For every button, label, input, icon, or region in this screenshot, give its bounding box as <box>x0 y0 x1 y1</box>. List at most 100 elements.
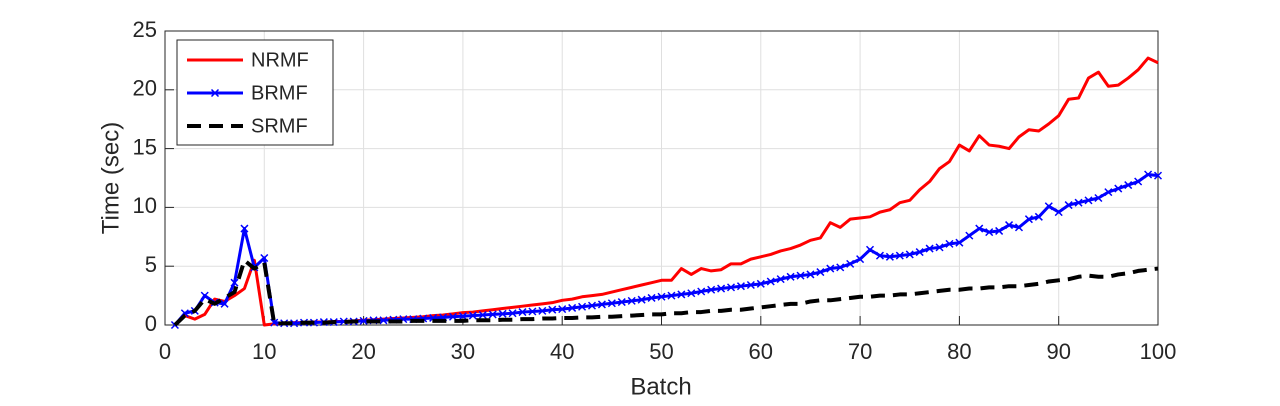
series-marker <box>766 277 775 286</box>
series-marker <box>736 282 745 291</box>
series-marker <box>905 250 914 259</box>
legend-label: NRMF <box>251 49 309 71</box>
series-marker <box>1014 223 1024 232</box>
series-marker <box>816 268 825 277</box>
series-marker <box>1144 170 1153 179</box>
series-marker <box>677 290 686 299</box>
x-tick-label: 60 <box>749 339 773 364</box>
series-marker <box>607 299 616 308</box>
series-marker <box>290 319 299 328</box>
x-axis-label: Batch <box>630 373 691 400</box>
series-marker <box>1153 171 1163 180</box>
series-marker <box>856 255 865 264</box>
series-marker <box>478 310 487 320</box>
series-marker <box>230 278 239 287</box>
series-marker <box>518 308 527 317</box>
x-tick-label: 90 <box>1046 339 1070 364</box>
series-marker <box>359 316 368 325</box>
series-marker <box>806 270 815 279</box>
y-tick-label: 5 <box>145 252 157 277</box>
series-marker <box>1104 188 1113 197</box>
series-marker <box>578 302 587 311</box>
series-marker <box>995 226 1004 235</box>
series-marker <box>875 251 884 260</box>
series-marker <box>776 275 785 284</box>
series-marker <box>955 238 964 247</box>
series-marker <box>1084 196 1093 205</box>
series-marker <box>1094 193 1103 203</box>
x-tick-label: 20 <box>351 339 375 364</box>
legend-label: SRMF <box>251 115 308 137</box>
series-marker <box>746 280 755 290</box>
series-marker <box>587 301 597 310</box>
x-tick-label: 30 <box>451 339 475 364</box>
x-tick-label: 50 <box>649 339 673 364</box>
series-marker <box>667 291 676 300</box>
series-line <box>173 258 1159 327</box>
series-marker <box>707 285 716 294</box>
series-line <box>173 172 1159 326</box>
series-marker <box>895 251 904 260</box>
series-marker <box>657 292 666 301</box>
x-tick-label: 0 <box>159 339 171 364</box>
series-marker <box>925 244 934 253</box>
series-marker <box>885 252 894 261</box>
series-marker <box>458 312 467 321</box>
series-marker <box>717 284 726 293</box>
series-marker <box>1054 208 1063 217</box>
series-marker <box>548 305 557 314</box>
series-marker <box>260 253 269 262</box>
series-marker <box>915 248 924 257</box>
y-tick-label: 25 <box>133 17 157 42</box>
series-marker <box>558 305 567 314</box>
series-marker <box>985 228 994 237</box>
y-axis-label: Time (sec) <box>97 122 124 234</box>
series-marker <box>756 279 765 288</box>
series-marker <box>965 231 974 240</box>
x-tick-label: 10 <box>252 339 276 364</box>
x-tick-label: 100 <box>1140 339 1177 364</box>
series-marker <box>379 316 388 325</box>
series-marker <box>637 295 646 304</box>
series-marker <box>975 224 984 233</box>
series-marker <box>240 224 249 233</box>
series-marker <box>1064 201 1073 210</box>
y-tick-label: 20 <box>133 76 157 101</box>
y-tick-label: 0 <box>145 311 157 336</box>
series-marker <box>627 296 636 305</box>
series-marker <box>1024 215 1033 224</box>
series-marker <box>836 263 845 272</box>
series-marker <box>1034 212 1043 221</box>
series-marker <box>945 239 954 248</box>
y-tick-label: 10 <box>133 193 157 218</box>
series-marker <box>1124 181 1133 190</box>
y-tick-label: 15 <box>133 134 157 159</box>
x-tick-label: 80 <box>947 339 971 364</box>
legend-marker <box>210 88 220 98</box>
series-marker <box>796 271 805 280</box>
x-tick-label: 40 <box>550 339 574 364</box>
series-marker <box>687 289 696 298</box>
series-marker <box>508 309 517 318</box>
series-marker <box>568 303 577 312</box>
series-marker <box>498 309 507 318</box>
series-marker <box>538 306 547 315</box>
series-marker <box>1134 177 1143 186</box>
series-marker <box>1044 202 1053 211</box>
series-marker <box>786 272 795 281</box>
series-marker <box>468 311 477 320</box>
series-marker <box>865 245 875 254</box>
series-marker <box>1114 184 1123 193</box>
series-marker <box>826 264 835 273</box>
series-marker <box>726 283 736 292</box>
series-marker <box>597 300 606 309</box>
series-marker <box>846 259 855 268</box>
series-marker <box>488 310 497 319</box>
series-marker <box>697 287 706 296</box>
series-marker <box>1005 221 1014 230</box>
series-marker <box>528 307 537 316</box>
series-marker <box>647 293 656 302</box>
series-marker <box>935 243 944 252</box>
series-marker <box>1074 198 1083 207</box>
